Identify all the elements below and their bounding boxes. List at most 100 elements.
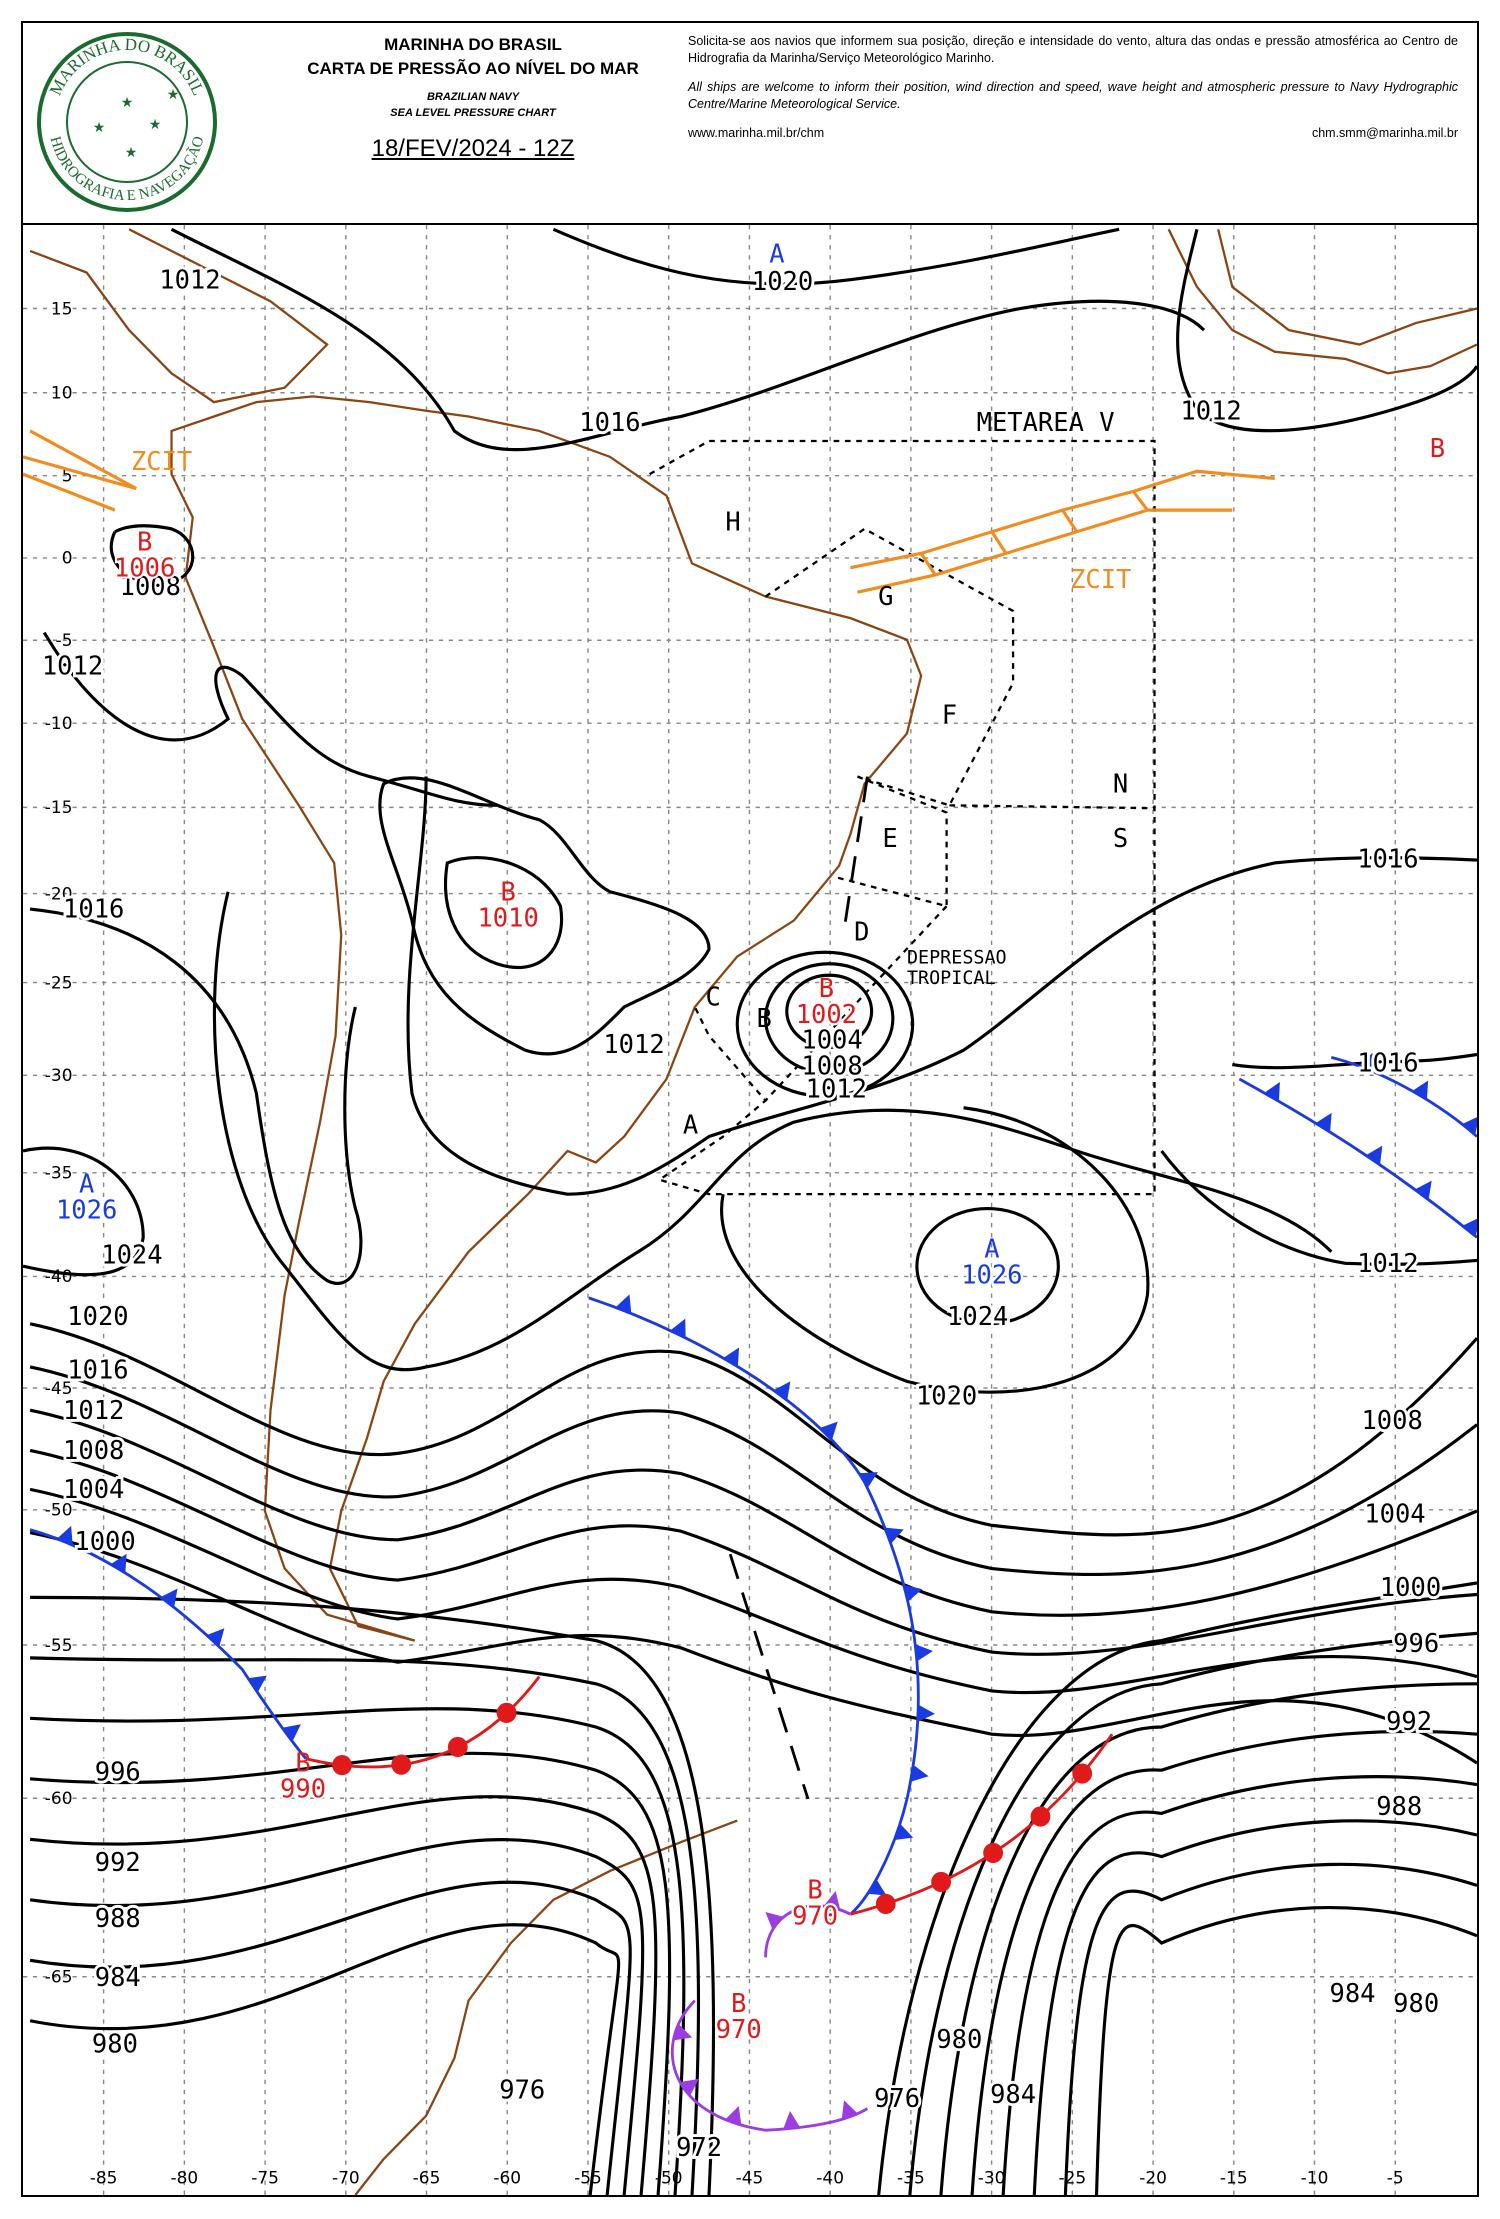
system-symbol: A [769,239,784,269]
svg-text:★: ★ [167,86,180,102]
email: chm.smm@marinha.mil.br [1311,126,1458,140]
front-symbol [875,1893,896,1914]
isobar-label: 1012 [159,265,220,295]
isobar [170,227,1206,452]
url: www.marinha.mil.br/chm [688,126,825,140]
logo-top: MARINHA DO BRASIL [46,35,208,98]
x-tick-label: -70 [332,2168,360,2188]
coastline [354,1819,738,2195]
front-symbol [823,1891,841,1910]
area-label: B [756,1004,771,1034]
front-symbol [819,1421,838,1441]
front-symbol [110,1553,127,1573]
isobar [915,1206,1060,1326]
isobar [444,855,564,970]
metarea-label: METAREA V [977,408,1115,438]
coastline [1167,228,1477,375]
front-symbol [983,1842,1004,1863]
x-tick-label: -10 [1301,2168,1329,2188]
isobar-label: 1024 [101,1240,162,1270]
isobars [23,227,1477,2195]
coastline [170,395,923,1642]
isobar [720,1106,1150,1394]
isobar [42,631,497,807]
logo-ring [66,61,188,183]
coastline [29,228,329,404]
front-symbol [332,1755,352,1776]
land [29,228,1477,2195]
front-symbol [160,1588,178,1608]
system-symbol: B [1430,434,1445,464]
area-label: E [882,824,897,854]
front-symbol [915,1644,933,1662]
front-symbol [783,2111,801,2130]
y-tick-label: -15 [45,798,73,818]
area-label: D [854,918,869,948]
cold-front [29,1528,307,1760]
links: www.marinha.mil.br/chm chm.smm@marinha.m… [688,125,1458,142]
y-tick-label: 5 [62,466,73,486]
system-pressure: 970 [792,1901,838,1931]
front-symbol [1072,1763,1093,1784]
isobar [29,1322,1477,1537]
y-tick-label: -30 [45,1066,73,1086]
isobar-label: 1008 [1361,1406,1422,1436]
front-symbol [1030,1806,1051,1827]
notice: Solicita-se aos navios que informem sua … [688,33,1458,142]
boundary [649,439,1156,1196]
isobar-label: 1004 [801,1026,862,1056]
front-symbol [773,1381,791,1401]
isobar [29,1408,1477,1617]
isobar [1001,1775,1477,2195]
trough [841,776,869,936]
system-symbol: B [819,974,834,1004]
area-label: S [1113,824,1128,854]
logo-stars: ★ ★ ★ ★ ★ [93,86,180,160]
zcit-line [850,469,1275,594]
x-tick-label: -75 [251,2168,279,2188]
fronts [29,776,1477,2132]
logo-ring [37,32,217,212]
area-label: F [942,700,957,730]
isobar-label: 988 [95,1904,141,1934]
isobar [1032,1819,1477,2195]
isobar [30,1595,716,2195]
system-symbol: B [807,1875,822,1905]
isobar [30,1656,701,2195]
front-symbol [841,2100,858,2120]
isobar-label: 992 [95,1848,141,1878]
org: MARINHA DO BRASIL [384,35,562,54]
front-symbol [1462,1218,1477,1237]
isobar-label: 1000 [74,1527,135,1557]
isobar-label: 1008 [63,1436,124,1466]
front-symbol [282,1724,301,1742]
front-symbol [910,1764,929,1782]
x-tick-label: -40 [816,2168,844,2188]
front-symbol [496,1702,517,1723]
isobar [23,1146,145,1277]
notice-en: All ships are welcome to inform their po… [688,80,1458,111]
isobar [29,1795,658,2195]
isobar-label: 1012 [1180,396,1241,426]
isobar [29,1448,1477,1656]
isobar-label: 980 [936,2025,982,2055]
isobar [1176,228,1477,433]
system-symbol: B [295,1748,310,1778]
isobar-label: 1024 [947,1302,1008,1332]
isobar [29,1365,1477,1577]
x-tick-label: -15 [1220,2168,1248,2188]
system-pressure: 1010 [477,903,538,933]
coastline [1217,229,1477,346]
boundary [764,527,1015,807]
front-symbol [931,1871,951,1893]
area-label: C [706,982,721,1012]
isobar [29,1487,1477,1695]
isobar-label: 972 [676,2133,722,2163]
system-pressure: 1006 [114,553,175,583]
isobar-label: 1016 [579,408,640,438]
title-en: SEA LEVEL PRESSURE CHART [390,107,556,119]
org-en: BRAZILIAN NAVY [426,91,520,103]
system-symbol: A [984,1234,999,1264]
isobar-label: 1004 [63,1475,124,1505]
grid: -85 -80 -75 -70 -65 -60 -55 -50 -45 -40 -35 -30 -25-… [23,225,1477,2195]
